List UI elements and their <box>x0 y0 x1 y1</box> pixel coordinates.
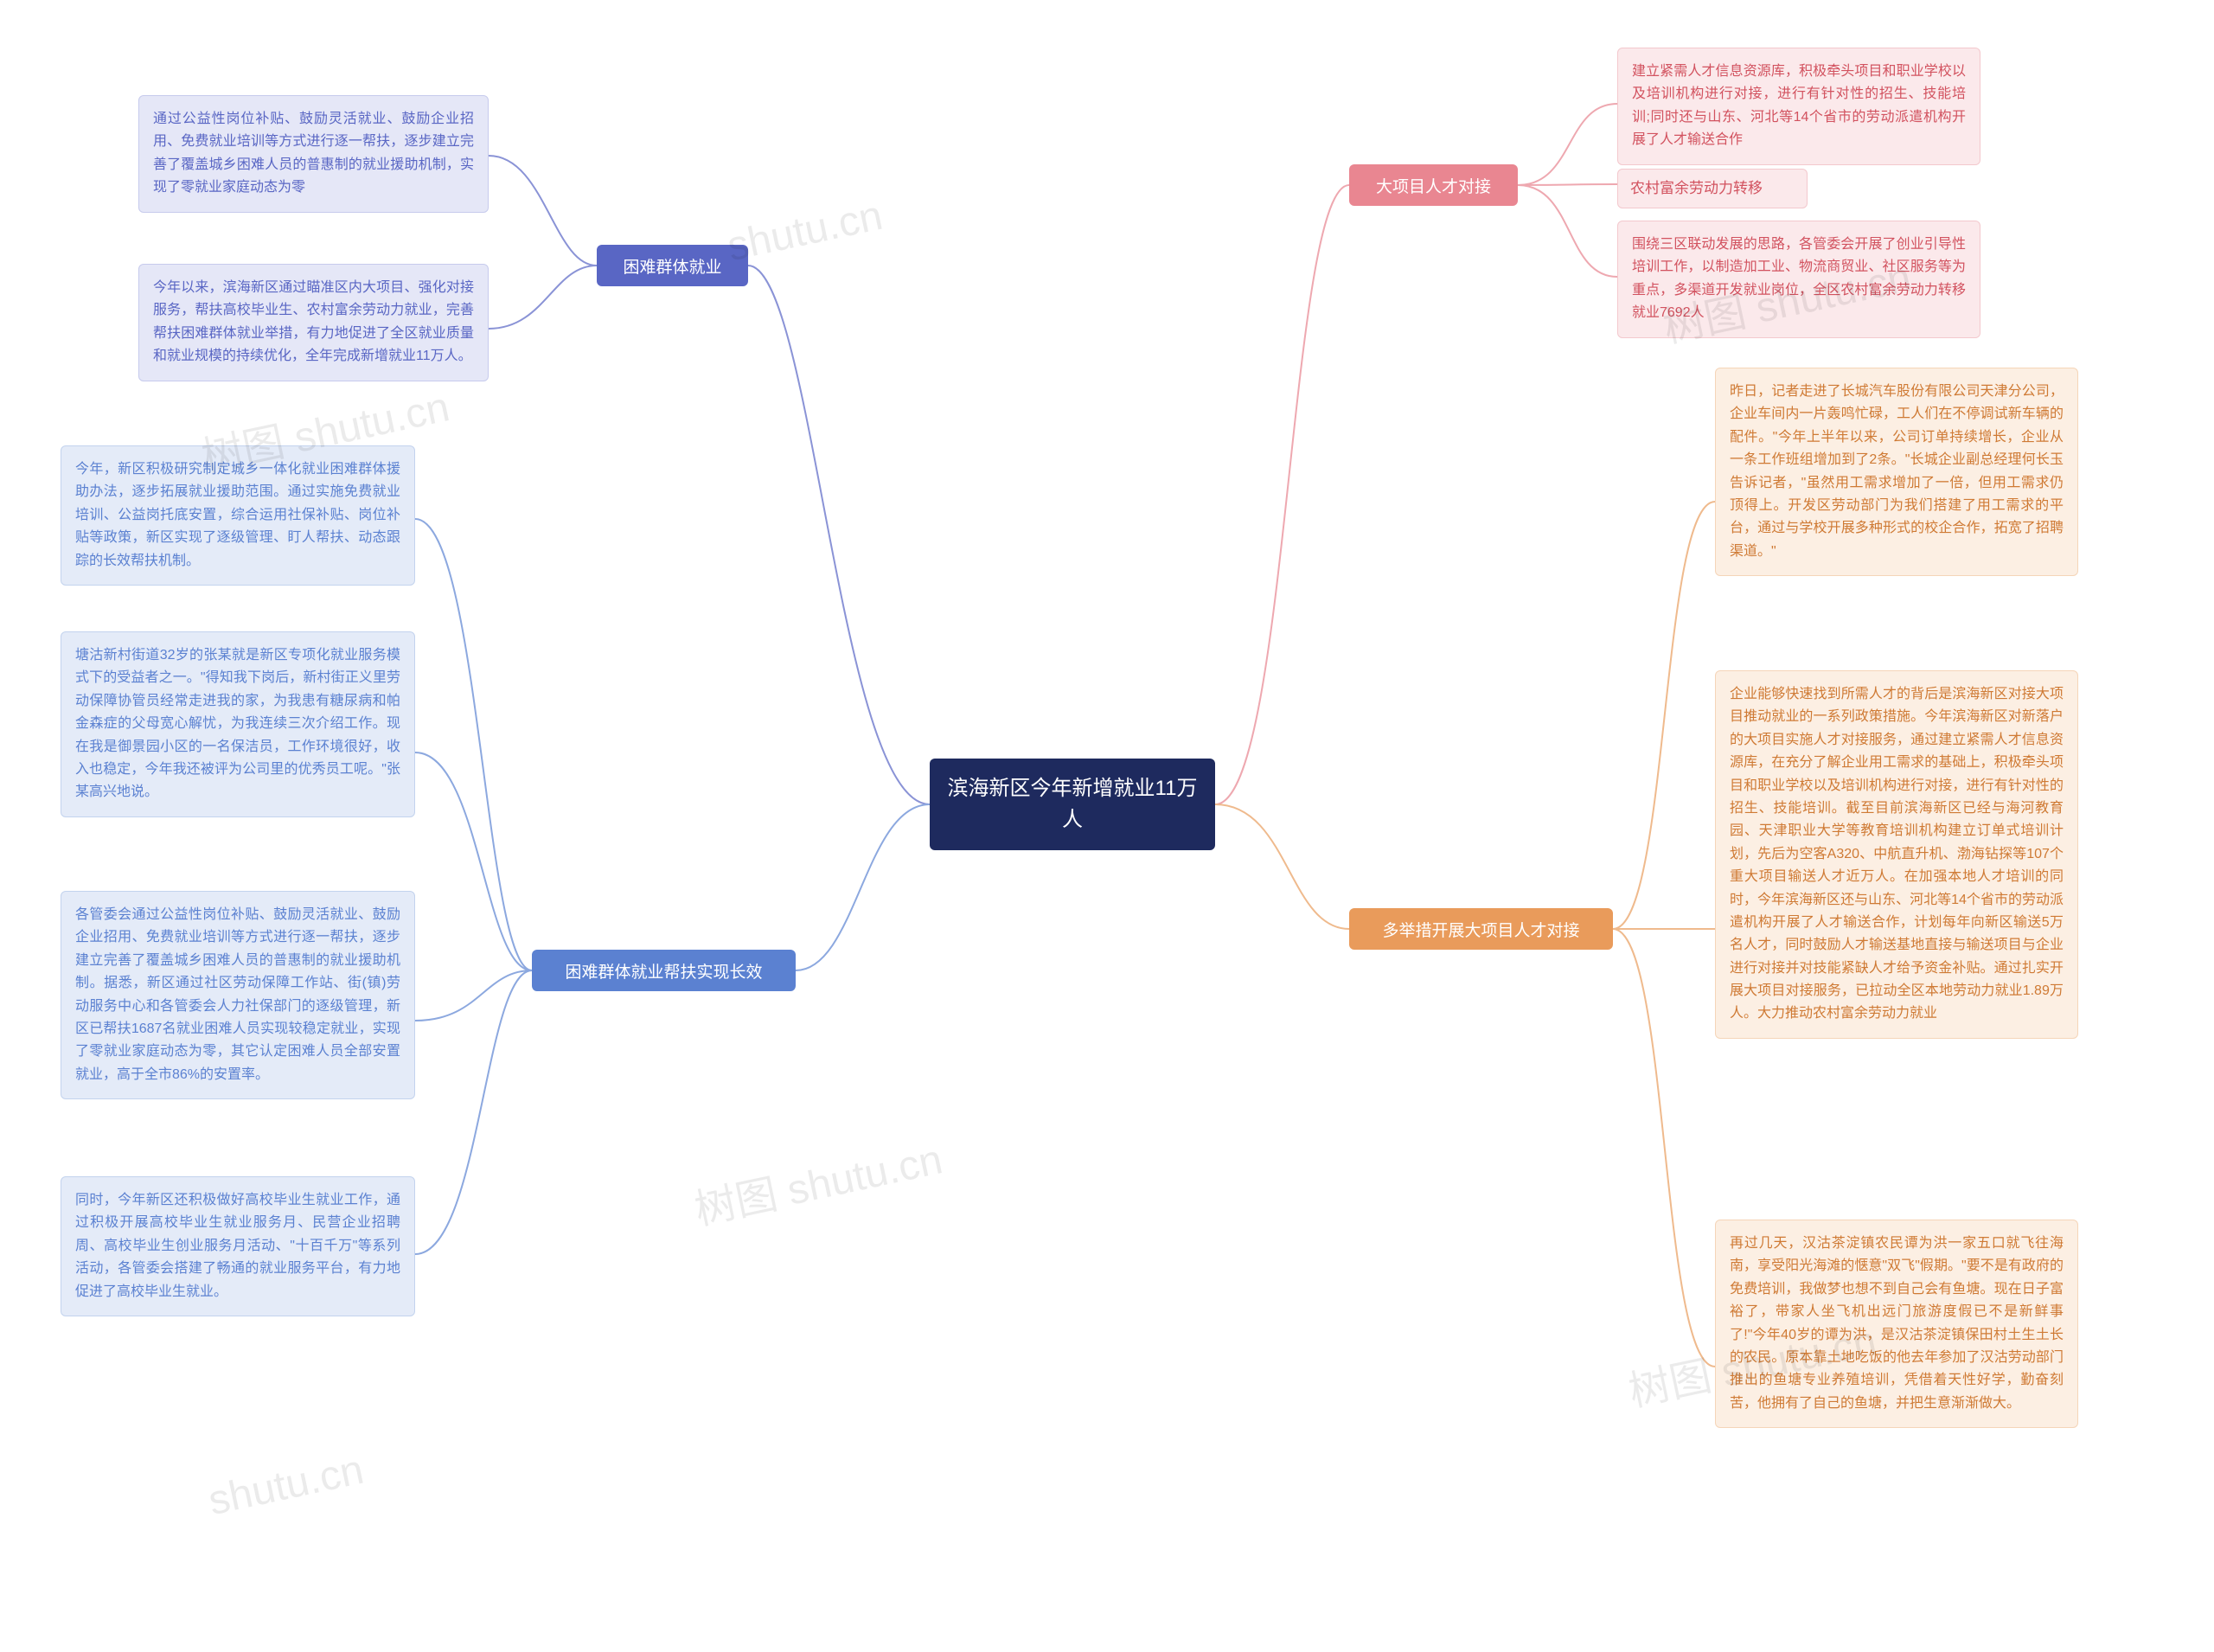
center-title: 滨海新区今年新增就业11万人 <box>947 773 1198 836</box>
branch-left1: 困难群体就业 <box>597 245 748 286</box>
leaf-left2-2: 各管委会通过公益性岗位补贴、鼓励灵活就业、鼓励企业招用、免费就业培训等方式进行逐… <box>61 891 415 1099</box>
watermark: 树图 shutu.cn <box>688 1125 947 1237</box>
leaf-right2-0: 昨日，记者走进了长城汽车股份有限公司天津分公司，企业车间内一片轰鸣忙碌，工人们在… <box>1715 368 2078 576</box>
leaf-right1-1: 农村富余劳动力转移 <box>1617 169 1808 208</box>
branch-left2: 困难群体就业帮扶实现长效 <box>532 950 796 991</box>
leaf-left2-1: 塘沽新村街道32岁的张某就是新区专项化就业服务模式下的受益者之一。"得知我下岗后… <box>61 631 415 817</box>
branch-right2: 多举措开展大项目人才对接 <box>1349 908 1613 950</box>
leaf-right1-2: 围绕三区联动发展的思路，各管委会开展了创业引导性培训工作，以制造加工业、物流商贸… <box>1617 221 1980 338</box>
leaf-right1-0: 建立紧需人才信息资源库，积极牵头项目和职业学校以及培训机构进行对接，进行有针对性… <box>1617 48 1980 165</box>
leaf-right2-1: 企业能够快速找到所需人才的背后是滨海新区对接大项目推动就业的一系列政策措施。今年… <box>1715 670 2078 1039</box>
leaf-left1-0: 通过公益性岗位补贴、鼓励灵活就业、鼓励企业招用、免费就业培训等方式进行逐一帮扶，… <box>138 95 489 213</box>
watermark: shutu.cn <box>204 1446 368 1526</box>
leaf-left2-3: 同时，今年新区还积极做好高校毕业生就业工作，通过积极开展高校毕业生就业服务月、民… <box>61 1176 415 1316</box>
branch-right1: 大项目人才对接 <box>1349 164 1518 206</box>
leaf-left2-0: 今年，新区积极研究制定城乡一体化就业困难群体援助办法，逐步拓展就业援助范围。通过… <box>61 445 415 586</box>
leaf-right2-2: 再过几天，汉沽茶淀镇农民谭为洪一家五口就飞往海南，享受阳光海滩的惬意"双飞"假期… <box>1715 1220 2078 1428</box>
center-node: 滨海新区今年新增就业11万人 <box>930 759 1215 850</box>
leaf-left1-1: 今年以来，滨海新区通过瞄准区内大项目、强化对接服务，帮扶高校毕业生、农村富余劳动… <box>138 264 489 381</box>
